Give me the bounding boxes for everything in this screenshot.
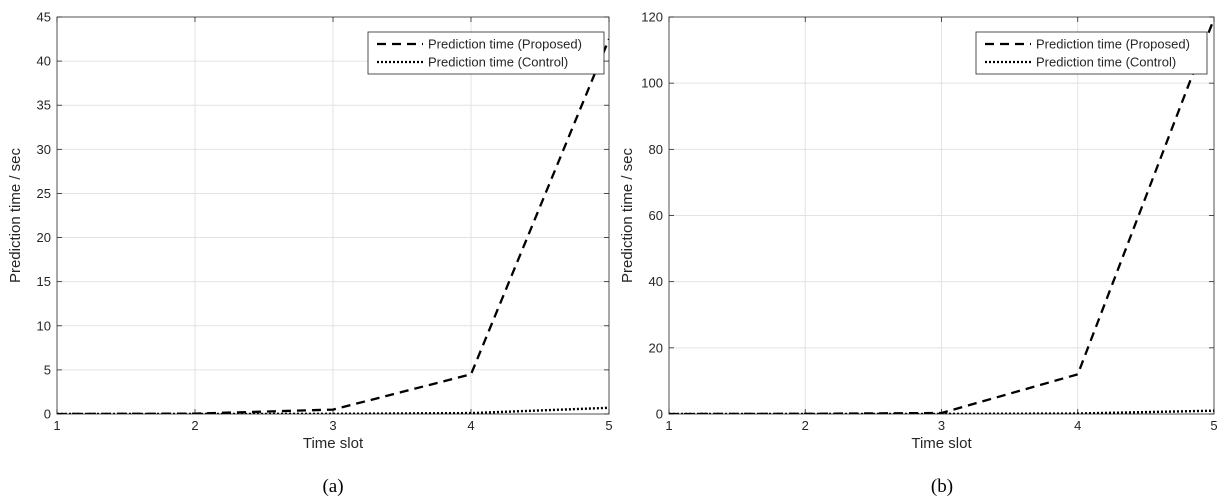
x-tick-label: 2 (802, 418, 809, 433)
x-tick-label: 5 (605, 418, 612, 433)
x-tick-label: 2 (191, 418, 198, 433)
y-tick-label: 35 (37, 98, 51, 113)
panel-caption: (b) (931, 476, 953, 497)
x-axis-label: Time slot (911, 435, 972, 452)
series-line-control (57, 406, 609, 414)
y-tick-label: 40 (37, 54, 51, 69)
legend-label: Prediction time (Control) (428, 55, 568, 70)
y-tick-label: 20 (37, 230, 51, 245)
legend: Prediction time (Proposed) Prediction tim… (975, 31, 1208, 75)
legend-box (367, 31, 605, 75)
y-tick-label: 100 (641, 76, 663, 91)
y-tick-label: 80 (649, 142, 663, 157)
y-axis-label: Prediction time / sec (619, 147, 636, 283)
x-tick-label: 1 (665, 418, 672, 433)
y-tick-label: 30 (37, 142, 51, 157)
x-tick-label: 4 (467, 418, 474, 433)
x-tick-label: 5 (1210, 418, 1217, 433)
y-tick-label: 0 (44, 407, 51, 422)
y-axis-label: Prediction time / sec (7, 147, 24, 283)
y-tick-label: 15 (37, 274, 51, 289)
series-line-control (669, 409, 1214, 414)
y-tick-label: 0 (656, 407, 663, 422)
panel-caption: (a) (322, 476, 343, 497)
x-tick-label: 1 (53, 418, 60, 433)
y-tick-label: 45 (37, 10, 51, 25)
legend: Prediction time (Proposed) Prediction tim… (367, 31, 605, 75)
y-tick-label: 40 (649, 274, 663, 289)
y-tick-label: 10 (37, 318, 51, 333)
chart-b: 1 2 3 4 5 0 20 40 60 80 100 120 Time slot Prediction … (619, 10, 1218, 498)
legend-label: Prediction time (Proposed) (1036, 37, 1190, 52)
y-tick-label: 25 (37, 186, 51, 201)
x-tick-label: 3 (329, 418, 336, 433)
legend-label: Prediction time (Control) (1036, 55, 1176, 70)
x-tick-label: 4 (1074, 418, 1081, 433)
x-axis-label: Time slot (303, 435, 364, 452)
y-tick-label: 60 (649, 208, 663, 223)
legend-label: Prediction time (Proposed) (428, 37, 582, 52)
y-tick-label: 20 (649, 340, 663, 355)
x-tick-label: 3 (938, 418, 945, 433)
y-tick-label: 5 (44, 362, 51, 377)
y-tick-label: 120 (641, 10, 663, 25)
legend-box (975, 31, 1208, 75)
